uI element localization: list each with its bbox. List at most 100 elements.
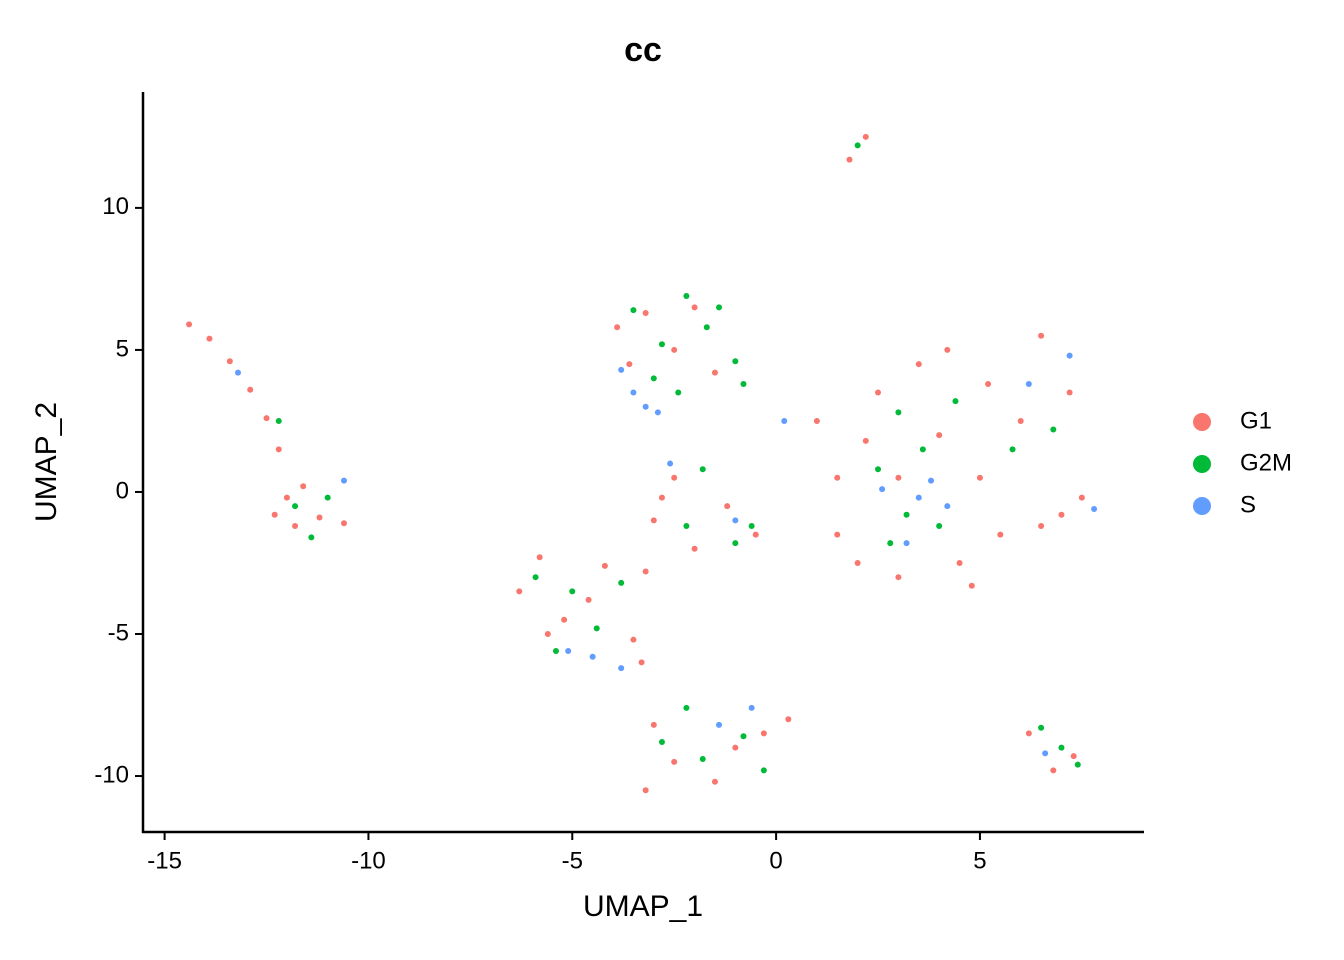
point — [569, 588, 576, 595]
y-axis-title: UMAP_2 — [30, 402, 63, 522]
legend-label: G1 — [1240, 407, 1272, 434]
point — [703, 324, 710, 331]
point — [532, 574, 539, 581]
point — [928, 477, 935, 484]
point — [732, 517, 739, 524]
point — [760, 767, 767, 774]
point — [879, 486, 886, 493]
point — [308, 534, 315, 541]
legend-marker — [1193, 497, 1211, 515]
x-tick-label: -5 — [562, 847, 583, 874]
point — [614, 324, 621, 331]
point — [716, 304, 723, 311]
point — [516, 588, 523, 595]
point — [650, 517, 657, 524]
point — [1091, 506, 1098, 513]
point — [340, 477, 347, 484]
y-tick-label: -5 — [108, 619, 129, 646]
x-tick-label: -10 — [351, 847, 386, 874]
point — [565, 648, 572, 655]
point — [292, 523, 299, 530]
point — [658, 341, 665, 348]
point — [732, 540, 739, 547]
point — [1025, 730, 1032, 737]
point — [630, 307, 637, 314]
point — [1025, 381, 1032, 388]
point — [1050, 426, 1057, 433]
point — [944, 503, 951, 510]
point — [589, 653, 596, 660]
point — [630, 389, 637, 396]
point — [976, 474, 983, 481]
point — [1078, 494, 1085, 501]
point — [1066, 389, 1073, 396]
point — [1058, 744, 1065, 751]
point — [748, 523, 755, 530]
point — [854, 559, 861, 566]
legend: G1 G2M S — [1193, 407, 1292, 518]
point — [186, 321, 193, 328]
y-tick-label: -10 — [94, 761, 129, 788]
legend-marker — [1193, 455, 1211, 473]
point — [760, 730, 767, 737]
point — [732, 744, 739, 751]
point — [699, 466, 706, 473]
legend-label: S — [1240, 491, 1256, 518]
x-axis-title: UMAP_1 — [583, 890, 703, 923]
point — [1074, 761, 1081, 768]
point — [552, 648, 559, 655]
point — [642, 310, 649, 317]
point — [316, 514, 323, 521]
point — [226, 358, 233, 365]
point — [785, 716, 792, 723]
point — [895, 574, 902, 581]
point — [903, 511, 910, 518]
legend-label: G2M — [1240, 449, 1292, 476]
point — [247, 386, 254, 393]
point — [601, 562, 608, 569]
point — [650, 721, 657, 728]
point — [234, 369, 241, 376]
point — [618, 366, 625, 373]
y-tick-label: 5 — [116, 335, 129, 362]
point — [813, 417, 820, 424]
point — [854, 142, 861, 149]
point — [1038, 332, 1045, 339]
point — [740, 381, 747, 388]
point — [658, 494, 665, 501]
point — [671, 474, 678, 481]
point — [667, 460, 674, 467]
point — [671, 346, 678, 353]
point — [630, 636, 637, 643]
point — [691, 304, 698, 311]
point — [944, 346, 951, 353]
point — [862, 133, 869, 140]
point — [781, 417, 788, 424]
point — [716, 721, 723, 728]
point — [915, 361, 922, 368]
points — [186, 133, 1098, 794]
point — [1058, 511, 1065, 518]
point — [748, 704, 755, 711]
point — [642, 787, 649, 794]
point — [650, 375, 657, 382]
point — [711, 369, 718, 376]
point — [887, 540, 894, 547]
point — [263, 415, 270, 422]
point — [292, 503, 299, 510]
point — [1017, 417, 1024, 424]
point — [936, 523, 943, 530]
point — [895, 409, 902, 416]
point — [985, 381, 992, 388]
point — [300, 483, 307, 490]
point — [711, 778, 718, 785]
point — [206, 335, 213, 342]
point — [732, 358, 739, 365]
point — [618, 665, 625, 672]
point — [324, 494, 331, 501]
point — [1070, 753, 1077, 760]
point — [544, 631, 551, 638]
point — [283, 494, 290, 501]
point — [642, 403, 649, 410]
